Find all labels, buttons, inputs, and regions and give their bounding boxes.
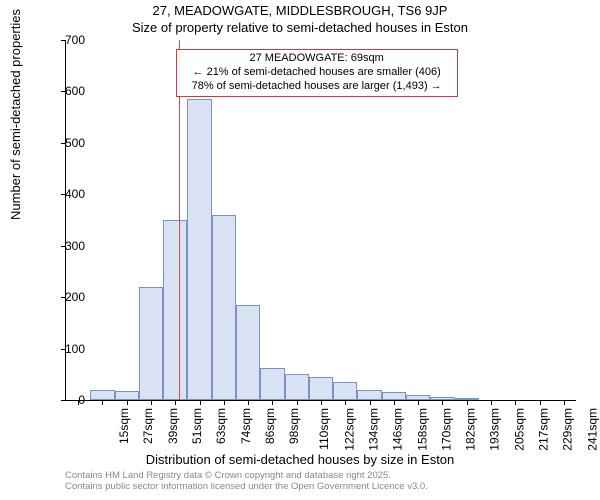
x-tick-mark: [248, 400, 249, 405]
plot-area: 27 MEADOWGATE: 69sqm← 21% of semi-detach…: [65, 40, 576, 401]
histogram-bar: [357, 390, 381, 400]
x-tick-label: 229sqm: [561, 408, 575, 451]
histogram-bar: [309, 377, 333, 400]
x-tick-label: 27sqm: [141, 408, 155, 444]
x-tick-label: 193sqm: [488, 408, 502, 451]
y-tick-label: 500: [45, 136, 85, 150]
histogram-bar: [212, 215, 236, 400]
histogram-bar: [333, 382, 357, 400]
x-tick-mark: [370, 400, 371, 405]
x-tick-mark: [151, 400, 152, 405]
x-tick-mark: [345, 400, 346, 405]
x-tick-label: 170sqm: [440, 408, 454, 451]
x-tick-label: 51sqm: [190, 408, 204, 444]
annotation-box: 27 MEADOWGATE: 69sqm← 21% of semi-detach…: [176, 49, 458, 96]
x-tick-label: 146sqm: [391, 408, 405, 451]
x-tick-mark: [272, 400, 273, 405]
x-tick-label: 217sqm: [537, 408, 551, 451]
x-tick-mark: [491, 400, 492, 405]
x-tick-mark: [127, 400, 128, 405]
chart-title-main: 27, MEADOWGATE, MIDDLESBROUGH, TS6 9JP: [0, 3, 600, 18]
x-tick-mark: [175, 400, 176, 405]
chart-title-sub: Size of property relative to semi-detach…: [0, 20, 600, 35]
x-tick-mark: [540, 400, 541, 405]
y-tick-label: 400: [45, 187, 85, 201]
x-tick-label: 134sqm: [367, 408, 381, 451]
attribution-line2: Contains public sector information licen…: [65, 481, 428, 492]
histogram-bar: [382, 392, 406, 400]
annotation-line2: ← 21% of semi-detached houses are smalle…: [181, 66, 453, 80]
x-tick-label: 39sqm: [166, 408, 180, 444]
x-tick-label: 158sqm: [415, 408, 429, 451]
annotation-line3: 78% of semi-detached houses are larger (…: [181, 80, 453, 94]
y-tick-label: 600: [45, 84, 85, 98]
x-tick-label: 205sqm: [512, 408, 526, 451]
x-tick-label: 98sqm: [287, 408, 301, 444]
x-tick-mark: [418, 400, 419, 405]
x-axis-label: Distribution of semi-detached houses by …: [0, 452, 600, 467]
y-tick-label: 100: [45, 342, 85, 356]
x-tick-label: 241sqm: [585, 408, 599, 451]
x-tick-mark: [321, 400, 322, 405]
histogram-bar: [115, 391, 139, 400]
histogram-bar: [260, 368, 284, 400]
x-tick-mark: [102, 400, 103, 405]
x-tick-label: 110sqm: [317, 408, 331, 450]
x-tick-mark: [564, 400, 565, 405]
attribution-line1: Contains HM Land Registry data © Crown c…: [65, 470, 428, 481]
histogram-bar: [285, 374, 309, 400]
histogram-bar: [236, 305, 260, 400]
histogram-bar: [163, 220, 187, 400]
y-tick-label: 700: [45, 33, 85, 47]
x-tick-mark: [224, 400, 225, 405]
x-tick-label: 182sqm: [464, 408, 478, 451]
x-tick-mark: [200, 400, 201, 405]
annotation-line1: 27 MEADOWGATE: 69sqm: [181, 52, 453, 66]
x-tick-label: 86sqm: [263, 408, 277, 444]
histogram-bar: [139, 287, 163, 400]
x-tick-mark: [442, 400, 443, 405]
x-tick-label: 122sqm: [342, 408, 356, 451]
histogram-bar: [90, 390, 114, 400]
histogram-bar: [187, 99, 211, 400]
y-tick-label: 300: [45, 239, 85, 253]
x-tick-mark: [394, 400, 395, 405]
y-axis-label: Number of semi-detached properties: [8, 9, 23, 220]
y-tick-label: 0: [45, 393, 85, 407]
x-tick-label: 74sqm: [239, 408, 253, 444]
attribution-text: Contains HM Land Registry data © Crown c…: [65, 470, 428, 493]
x-tick-mark: [297, 400, 298, 405]
x-tick-label: 63sqm: [214, 408, 228, 444]
x-tick-mark: [515, 400, 516, 405]
x-tick-label: 15sqm: [117, 408, 131, 444]
chart-container: 27, MEADOWGATE, MIDDLESBROUGH, TS6 9JP S…: [0, 0, 600, 500]
y-tick-label: 200: [45, 290, 85, 304]
x-tick-mark: [467, 400, 468, 405]
